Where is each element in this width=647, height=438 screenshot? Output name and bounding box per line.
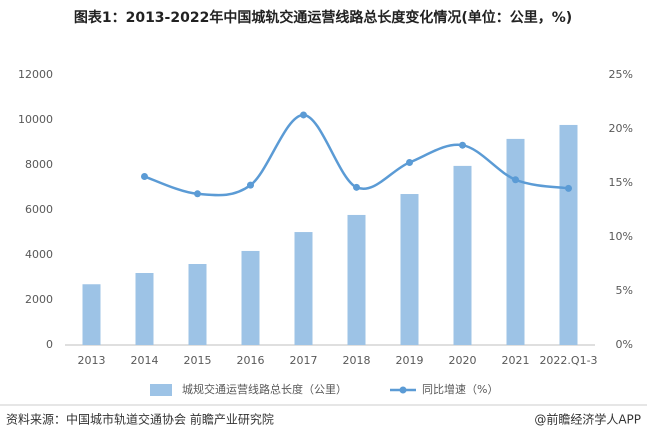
brand: @前瞻经济学人APP <box>534 412 641 427</box>
y-tick-label: 2000 <box>25 293 53 306</box>
line-point <box>459 141 466 149</box>
x-tick-label: 2016 <box>237 354 265 367</box>
line-point <box>141 173 148 181</box>
line-point <box>194 190 201 198</box>
x-tick-label: 2019 <box>396 354 424 367</box>
line-point <box>353 183 360 191</box>
y2-tick-label: 20% <box>609 122 633 135</box>
y2-tick-label: 25% <box>609 68 633 81</box>
y-tick-label: 0 <box>46 338 53 351</box>
line-point <box>247 181 254 189</box>
line-point <box>512 176 519 184</box>
x-tick-label: 2017 <box>290 354 318 367</box>
x-tick-label: 2020 <box>449 354 477 367</box>
bar <box>135 273 154 345</box>
line-point <box>300 111 307 119</box>
y-tick-label: 10000 <box>18 113 53 126</box>
bar <box>559 124 578 345</box>
bar <box>188 264 207 345</box>
legend-label: 同比增速（%） <box>422 382 498 396</box>
bar <box>82 284 101 345</box>
y-tick-label: 8000 <box>25 158 53 171</box>
legend-swatch <box>150 384 172 396</box>
y2-tick-label: 10% <box>609 230 633 243</box>
x-tick-label: 2018 <box>343 354 371 367</box>
y2-tick-label: 15% <box>609 176 633 189</box>
y2-tick-label: 5% <box>616 284 633 297</box>
legend-label: 城规交通运营线路总长度（公里） <box>182 382 347 396</box>
x-tick-label: 2021 <box>502 354 530 367</box>
chart-title: 图表1：2013-2022年中国城轨交通运营线路总长度变化情况(单位：公里，%) <box>74 9 572 26</box>
legend-swatch <box>399 386 407 394</box>
bar <box>241 250 260 345</box>
source: 资料来源：中国城市轨道交通协会 前瞻产业研究院 <box>6 412 274 427</box>
x-tick-label: 2022.Q1-3 <box>539 354 597 367</box>
line <box>144 113 569 197</box>
y-tick-label: 4000 <box>25 248 53 261</box>
bar <box>347 214 366 345</box>
y2-tick-label: 0% <box>616 338 633 351</box>
line-point <box>406 158 413 166</box>
bar <box>294 232 313 345</box>
x-tick-label: 2014 <box>131 354 159 367</box>
x-tick-label: 2015 <box>184 354 212 367</box>
y-tick-label: 6000 <box>25 203 53 216</box>
bar <box>506 138 525 345</box>
x-tick-label: 2013 <box>78 354 106 367</box>
bar <box>453 165 472 345</box>
bar <box>400 194 419 345</box>
line-point <box>565 184 572 192</box>
y-tick-label: 12000 <box>18 68 53 81</box>
